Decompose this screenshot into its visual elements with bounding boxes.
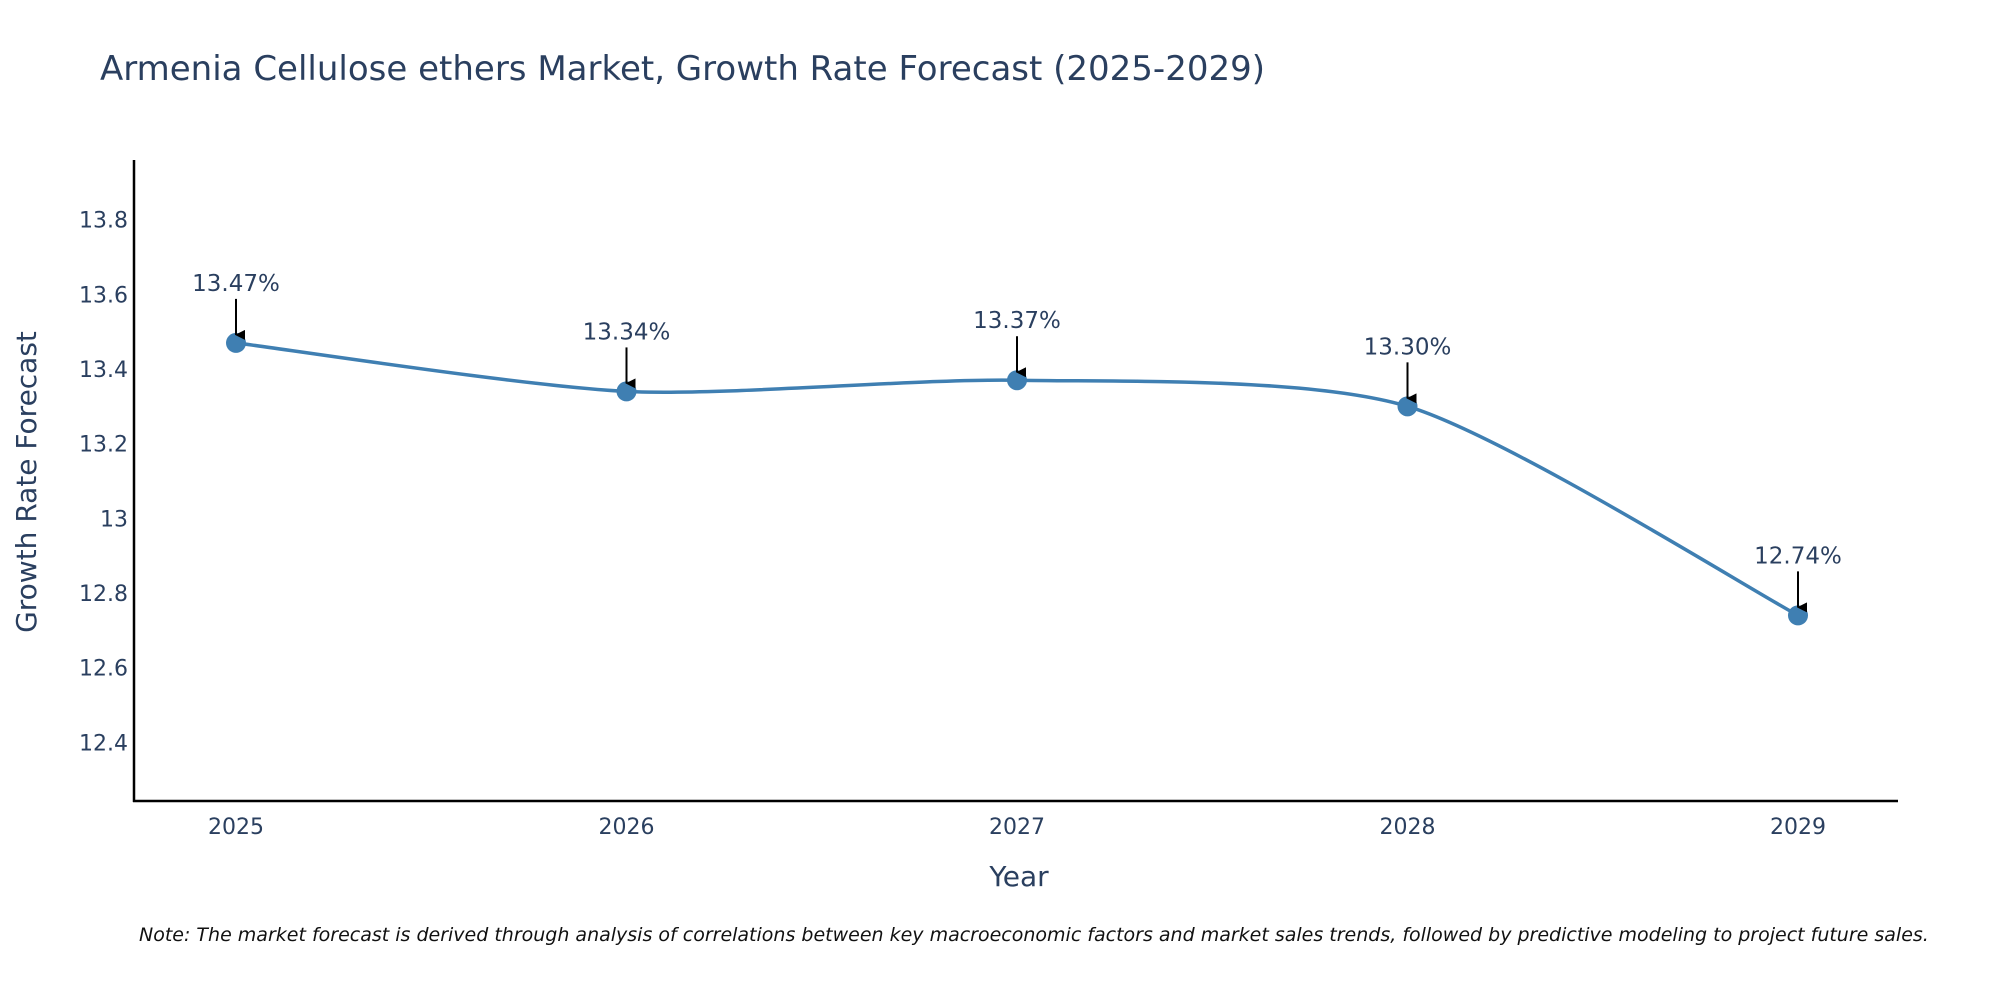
x-tick-label: 2027 <box>989 815 1045 840</box>
x-tick-label: 2028 <box>1380 815 1436 840</box>
data-label: 13.30% <box>1364 334 1452 360</box>
x-tick-label: 2026 <box>599 815 655 840</box>
y-tick-label: 13 <box>100 507 128 532</box>
data-label: 13.34% <box>583 319 671 345</box>
x-tick-label: 2025 <box>208 815 264 840</box>
data-point <box>616 381 637 402</box>
y-tick-label: 12.8 <box>79 582 128 607</box>
data-point <box>1397 396 1418 417</box>
y-axis-ticks: 12.4 12.6 12.8 13 13.2 13.4 13.6 13.8 <box>79 209 128 757</box>
data-label: 12.74% <box>1754 543 1842 569</box>
chart-title: Armenia Cellulose ethers Market, Growth … <box>100 49 1265 89</box>
data-point <box>1788 605 1808 626</box>
y-tick-label: 12.4 <box>79 731 128 756</box>
y-tick-label: 13.4 <box>79 358 128 383</box>
data-points <box>226 332 1808 626</box>
y-tick-label: 13.8 <box>79 209 128 234</box>
footnote: Note: The market forecast is derived thr… <box>139 924 1929 946</box>
data-point <box>226 332 246 353</box>
y-tick-label: 13.2 <box>79 433 128 458</box>
data-label: 13.37% <box>973 308 1061 334</box>
data-annotations: 13.47% 13.34% 13.37% 13.30% 12.74% <box>192 271 1842 613</box>
data-point <box>1007 370 1027 391</box>
x-axis-ticks: 2025 2026 2027 2028 2029 <box>208 815 1826 840</box>
data-label: 13.47% <box>192 271 280 297</box>
y-tick-label: 12.6 <box>79 657 128 682</box>
y-tick-label: 13.6 <box>79 283 128 308</box>
y-axis-title: Growth Rate Forecast <box>10 331 43 633</box>
x-axis-title: Year <box>988 860 1049 893</box>
x-tick-label: 2029 <box>1770 815 1826 840</box>
